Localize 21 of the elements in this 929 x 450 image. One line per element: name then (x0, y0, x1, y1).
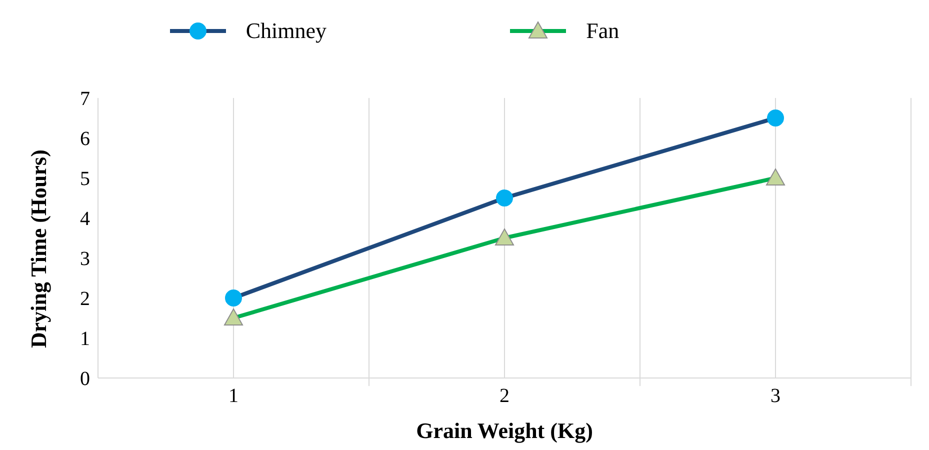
x-tick-label: 1 (228, 385, 238, 407)
y-tick-label: 5 (80, 168, 90, 190)
legend-label: Fan (586, 18, 620, 44)
y-tick-label: 3 (80, 248, 90, 270)
point (496, 190, 513, 206)
legend-label: Chimney (246, 18, 326, 44)
y-tick-label: 2 (80, 288, 90, 310)
point (766, 168, 785, 186)
y-tick-label: 0 (80, 368, 90, 390)
point (767, 110, 784, 126)
y-tick-label: 1 (80, 328, 90, 350)
y-tick-label: 7 (80, 88, 90, 110)
x-tick-label: 2 (500, 385, 510, 407)
y-tick-label: 6 (80, 128, 90, 150)
point (225, 290, 242, 306)
point (224, 308, 243, 326)
point (495, 228, 514, 246)
y-tick-label: 4 (80, 208, 90, 230)
x-axis-title: Grain Weight (Kg) (416, 418, 593, 443)
y-axis-title: Drying Time (Hours) (26, 150, 51, 348)
x-tick-label: 3 (770, 385, 780, 407)
